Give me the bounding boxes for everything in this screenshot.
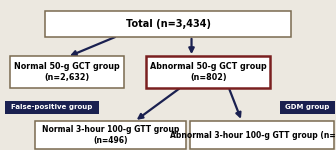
Text: Abnormal 3-hour 100-g GTT group (n=306): Abnormal 3-hour 100-g GTT group (n=306)	[170, 130, 336, 140]
FancyBboxPatch shape	[190, 121, 334, 149]
Text: Abnormal 50-g GCT group
(n=802): Abnormal 50-g GCT group (n=802)	[150, 62, 267, 82]
FancyBboxPatch shape	[35, 121, 186, 149]
Text: False-positive group: False-positive group	[11, 104, 93, 110]
Text: GDM group: GDM group	[285, 104, 330, 110]
FancyBboxPatch shape	[280, 101, 335, 114]
FancyBboxPatch shape	[146, 56, 270, 88]
Text: Normal 50-g GCT group
(n=2,632): Normal 50-g GCT group (n=2,632)	[14, 62, 120, 82]
FancyBboxPatch shape	[10, 56, 124, 88]
Text: Normal 3-hour 100-g GTT group
(n=496): Normal 3-hour 100-g GTT group (n=496)	[42, 125, 179, 145]
Text: Total (n=3,434): Total (n=3,434)	[126, 19, 210, 29]
FancyBboxPatch shape	[45, 11, 291, 37]
FancyBboxPatch shape	[5, 101, 99, 114]
